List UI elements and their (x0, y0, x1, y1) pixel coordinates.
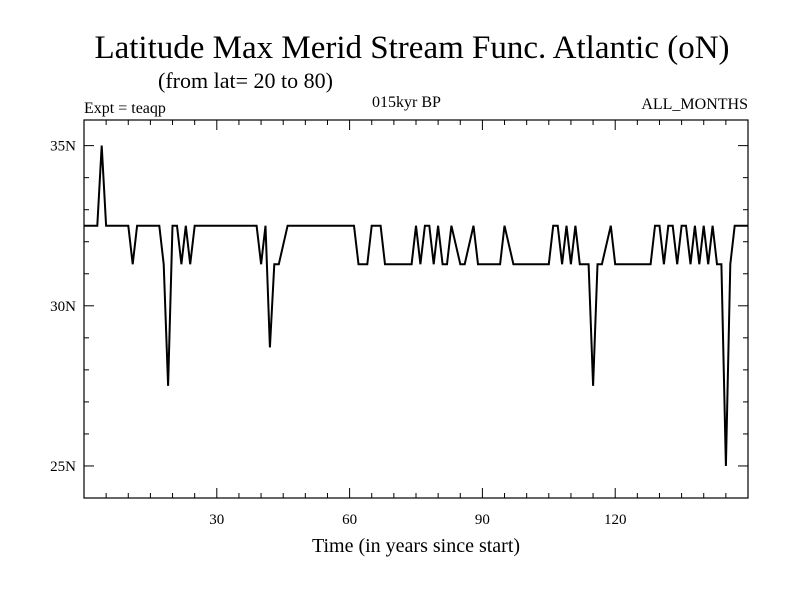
period-label: 015kyr BP (372, 94, 441, 111)
y-tick-label: 30N (50, 299, 76, 315)
series-line (84, 145, 748, 467)
chart-title: Latitude Max Merid Stream Func. Atlantic… (94, 30, 729, 66)
axis-ticks (84, 120, 748, 499)
x-tick-labels: 30 60 90 120 (209, 512, 626, 528)
x-tick-label: 60 (342, 512, 357, 528)
y-tick-label: 35N (50, 139, 76, 155)
experiment-label: Expt = teaqp (84, 100, 166, 117)
chart-subtitle: (from lat= 20 to 80) (158, 68, 333, 93)
x-tick-label: 120 (604, 512, 627, 528)
y-tick-labels: 25N 30N 35N (50, 139, 76, 475)
x-axis-label: Time (in years since start) (312, 535, 520, 557)
x-tick-label: 90 (475, 512, 490, 528)
plot-frame (83, 119, 749, 499)
y-tick-label: 25N (50, 459, 76, 475)
x-tick-label: 30 (209, 512, 224, 528)
months-label: ALL_MONTHS (641, 96, 748, 113)
